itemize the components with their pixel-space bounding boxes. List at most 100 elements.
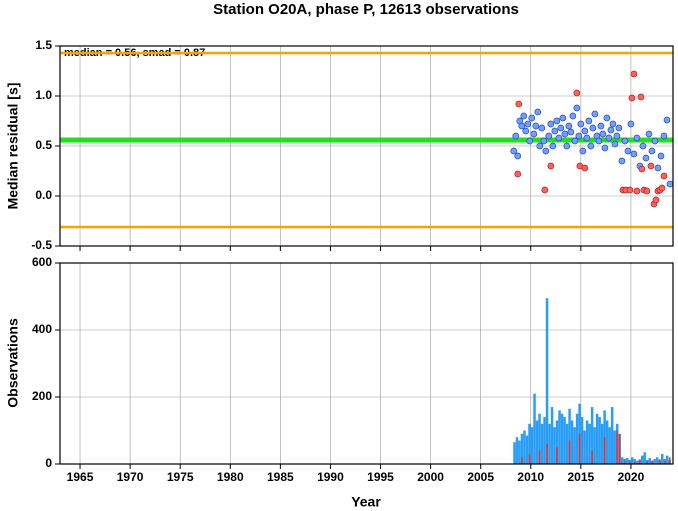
point [557,124,565,132]
bar [568,440,571,464]
bar [513,442,516,464]
bar [643,452,646,464]
bar [560,413,564,464]
bar [523,430,526,464]
bar [543,417,546,464]
bar [603,437,606,464]
bar [538,450,541,464]
point [515,100,523,108]
point [573,104,581,112]
point [540,137,548,145]
point [569,112,577,120]
x-axis-label: Year [351,494,381,510]
point [522,127,530,135]
chart-title: Station O20A, phase P, 12613 observation… [213,1,519,18]
point [627,120,635,128]
point [633,134,641,142]
bar [515,437,519,464]
point [567,128,575,136]
y-tick-label: 1.5 [35,38,52,52]
point [645,130,653,138]
bar [588,423,591,464]
bar [635,460,639,464]
point [658,184,666,192]
bar [605,420,609,464]
x-tick-label: 1970 [117,470,144,484]
bar [665,455,669,464]
x-tick-label: 1990 [317,470,344,484]
bar [568,408,571,464]
point [666,180,674,188]
point [651,137,659,145]
point [613,132,621,140]
point [601,144,609,152]
point [549,142,557,150]
y-axis-label: Observations [5,318,21,408]
bar [621,462,623,464]
bar [518,440,521,464]
point [547,120,555,128]
x-tick-label: 2015 [567,470,594,484]
point [536,142,544,150]
bar [640,455,644,464]
point [642,154,650,162]
bar [528,453,531,464]
y-tick-label: 1.0 [35,88,52,102]
point [577,120,585,128]
y-tick-label: 600 [32,255,52,269]
x-tick-label: 2005 [467,470,494,484]
bar [540,423,544,464]
point [585,117,593,125]
x-tick-label: 1985 [267,470,294,484]
point [605,134,613,142]
point [643,187,651,195]
point [663,116,671,124]
bar [565,423,569,464]
bar [595,413,599,464]
point [587,142,595,150]
x-tick-label: 1995 [367,470,394,484]
x-tick-label: 1965 [67,470,94,484]
point [542,147,550,155]
point [624,147,632,155]
bar [550,407,554,464]
y-tick-label: -0.5 [31,238,52,252]
point [609,120,617,128]
point [581,127,589,135]
point [532,122,540,130]
bar [528,423,531,464]
point [626,186,634,194]
point [611,140,619,148]
bar [655,457,659,464]
point [510,147,518,155]
point [563,142,571,150]
bar [585,420,589,464]
bar [648,457,651,464]
point [559,114,567,122]
point [547,162,555,170]
x-tick-label: 1980 [217,470,244,484]
point [637,93,645,101]
bar [553,427,556,464]
bar [598,417,601,464]
point [654,164,662,172]
point [514,170,522,178]
point [514,152,522,160]
bar [555,420,559,464]
point [579,147,587,155]
point [565,122,573,130]
y-tick-label: 200 [32,389,52,403]
bar [613,430,616,464]
x-tick-label: 2010 [517,470,544,484]
point [518,122,526,130]
point [541,186,549,194]
point [595,137,603,145]
x-tick-label: 1975 [167,470,194,484]
point [597,122,605,130]
bar [558,410,561,464]
bar [591,450,593,464]
point [607,126,615,134]
point [621,137,629,145]
bar [660,453,664,464]
bar [545,298,549,464]
